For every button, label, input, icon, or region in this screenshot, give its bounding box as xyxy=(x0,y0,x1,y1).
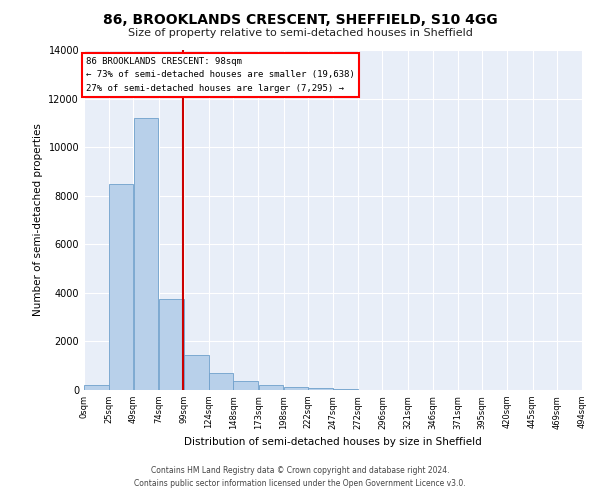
Text: 86, BROOKLANDS CRESCENT, SHEFFIELD, S10 4GG: 86, BROOKLANDS CRESCENT, SHEFFIELD, S10 … xyxy=(103,12,497,26)
Bar xyxy=(333,389,358,390)
Bar xyxy=(308,388,333,390)
Bar xyxy=(109,184,133,390)
Bar xyxy=(184,355,209,390)
Y-axis label: Number of semi-detached properties: Number of semi-detached properties xyxy=(33,124,43,316)
Text: Size of property relative to semi-detached houses in Sheffield: Size of property relative to semi-detach… xyxy=(128,28,472,38)
Bar xyxy=(259,385,283,390)
Bar xyxy=(284,387,308,390)
Bar xyxy=(84,385,109,390)
Bar xyxy=(159,299,184,390)
Bar xyxy=(134,118,158,390)
X-axis label: Distribution of semi-detached houses by size in Sheffield: Distribution of semi-detached houses by … xyxy=(184,437,482,447)
Text: Contains HM Land Registry data © Crown copyright and database right 2024.
Contai: Contains HM Land Registry data © Crown c… xyxy=(134,466,466,487)
Bar xyxy=(233,381,258,390)
Bar xyxy=(209,373,233,390)
Text: 86 BROOKLANDS CRESCENT: 98sqm
← 73% of semi-detached houses are smaller (19,638): 86 BROOKLANDS CRESCENT: 98sqm ← 73% of s… xyxy=(86,58,355,92)
